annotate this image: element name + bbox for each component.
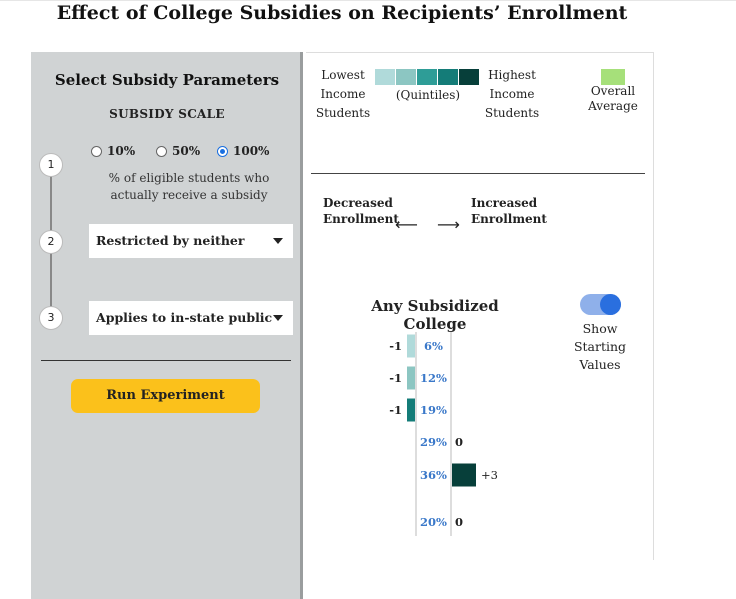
page-title: Effect of College Subsidies on Recipient… [56,2,628,24]
parameters-panel: Select Subsidy Parameters SUBSIDY SCALE … [31,52,303,599]
chart-change-label: -1 [389,403,402,417]
legend-swatch-q4 [438,69,458,85]
chart-start-label: 12% [420,371,447,385]
chart-title: Any Subsidized College [371,297,499,333]
chart-change-label: -1 [389,371,402,385]
decreased-label: Decreased Enrollment [323,196,399,226]
subsidy-scale-label: SUBSIDY SCALE [109,107,225,121]
toggle-label: Show Starting Values [573,321,627,372]
chart-change-label: +3 [481,468,498,482]
legend-divider [311,173,645,174]
run-experiment-button[interactable]: Run Experiment [71,379,260,413]
chart-start-label: 19% [420,403,447,417]
chart-start-label: 6% [424,339,443,353]
legend-swatch-q1 [375,69,395,85]
step-3-badge: 3 [39,306,63,330]
radio-50[interactable]: 50% [156,144,200,158]
legend-swatch-q2 [396,69,416,85]
radio-50-label[interactable]: 50% [172,144,201,158]
step-1-badge: 1 [39,153,63,177]
legend-swatch-q3 [417,69,437,85]
radio-100-dot[interactable] [217,145,228,157]
increased-label: Increased Enrollment [471,196,547,226]
chart-change-label: -1 [389,339,402,353]
step-2-badge: 2 [39,230,63,254]
radio-10[interactable]: 10% [91,144,135,158]
panel-title: Select Subsidy Parameters [54,71,280,89]
legend-lowest-label: Lowest Income Students [315,68,371,120]
radio-10-label[interactable]: 10% [107,144,136,158]
legend-swatch-overall [601,69,625,85]
arrow-left-icon: ⟵ [395,215,418,234]
radio-50-dot[interactable] [156,145,167,157]
radio-note: % of eligible students who actually rece… [108,171,270,202]
top-border [0,0,736,1]
legend-overall-label: Overall Average [588,84,638,113]
chevron-down-icon[interactable] [273,315,283,321]
toggle-knob[interactable] [600,294,621,315]
results-top-border [306,52,654,53]
results-right-border [653,52,654,560]
chart-bar [407,334,415,358]
legend-quintiles-label: (Quintiles) [395,88,461,102]
legend-swatch-q5 [459,69,479,85]
show-starting-values-toggle[interactable] [580,294,621,315]
chart-start-label: 29% [420,435,447,449]
restriction-select-value[interactable]: Restricted by neither [96,233,245,248]
chart-start-label: 20% [420,515,447,529]
legend-highest-label: Highest Income Students [484,68,540,120]
panel-divider [41,360,291,361]
chart-bar [452,463,476,487]
restriction-select[interactable]: Restricted by neither [89,224,293,258]
chart-bar [407,366,415,390]
chart-change-label: 0 [455,515,463,529]
chart-change-label: 0 [455,435,463,449]
radio-100[interactable]: 100% [217,144,269,158]
chart-bar [407,398,415,422]
radio-10-dot[interactable] [91,145,102,157]
chevron-down-icon[interactable] [273,238,283,244]
applies-select[interactable]: Applies to in-state public [89,301,293,335]
chart-start-label: 36% [420,468,447,482]
applies-select-value[interactable]: Applies to in-state public [96,310,273,325]
arrow-right-icon: ⟶ [437,215,460,234]
radio-100-label[interactable]: 100% [233,144,270,158]
